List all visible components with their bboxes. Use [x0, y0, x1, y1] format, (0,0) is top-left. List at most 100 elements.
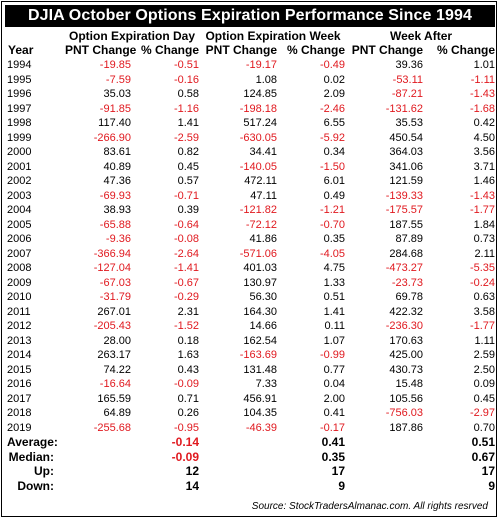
- cell-after-pnt: 121.59: [389, 175, 424, 187]
- summary-blank: [346, 464, 424, 479]
- cell-week-pnt: 164.30: [243, 305, 278, 318]
- cell-week-pct: 0.11: [324, 320, 346, 332]
- cell-after-pct: 2.59: [473, 349, 496, 361]
- cell-week-pnt: 1.08: [255, 73, 278, 86]
- cell-week-pnt: 131.48: [243, 363, 278, 376]
- group-header-expiration-week: Option Expiration Week: [205, 29, 341, 43]
- table-row: 2002 47.36 0.57 472.11 6.01 121.59 1.46: [6, 174, 496, 189]
- cell-after-pnt: 39.36: [395, 59, 424, 71]
- cell-year: 2018: [7, 407, 32, 419]
- cell-after-pct: -5.35: [469, 262, 496, 274]
- cell-day-pct: 0.45: [177, 160, 200, 173]
- cell-day-pct: -1.52: [173, 320, 200, 332]
- cell-week-pct: 4.75: [323, 262, 346, 274]
- table-title: DJIA October Options Expiration Performa…: [5, 5, 495, 27]
- cell-day-pnt: 267.01: [97, 305, 131, 318]
- cell-day-pnt: 38.93: [103, 204, 131, 216]
- cell-day-pct: -1.16: [173, 102, 200, 115]
- summary-label: Up:: [34, 464, 54, 478]
- cell-after-pnt: 450.54: [389, 131, 424, 144]
- cell-week-pnt: -19.17: [245, 59, 278, 71]
- cell-week-pnt: -46.39: [245, 421, 278, 434]
- cell-day-pnt: 74.22: [103, 363, 131, 376]
- cell-after-pnt: 425.00: [389, 349, 424, 361]
- column-header-year: Year: [8, 43, 34, 57]
- cell-day-pct: -0.08: [173, 233, 200, 245]
- cell-day-pct: -0.09: [173, 378, 200, 390]
- table-row: 2001 40.89 0.45 -140.05 -1.50 341.06 3.71: [6, 160, 496, 175]
- cell-year: 2005: [7, 218, 32, 231]
- cell-after-pct: -1.43: [469, 189, 496, 202]
- cell-year: 2003: [7, 189, 32, 202]
- cell-after-pct: 2.11: [474, 247, 496, 260]
- cell-day-pnt: -366.94: [93, 247, 131, 260]
- table-row: 1997 -91.85 -1.16 -198.18 -2.46 -131.62 -1.68: [6, 102, 496, 117]
- cell-after-pct: 0.42: [473, 117, 496, 129]
- cell-day-pnt: -255.68: [93, 421, 131, 434]
- cell-year: 2017: [7, 392, 32, 405]
- summary-blank: [346, 450, 424, 465]
- table-row: 2010 -31.79 -0.29 56.30 0.51 69.78 0.63: [6, 290, 496, 305]
- cell-year: 2011: [7, 305, 31, 318]
- table-row: 2015 74.22 0.43 131.48 0.77 430.73 2.50: [6, 363, 496, 378]
- cell-week-pnt: -571.06: [239, 247, 278, 260]
- cell-year: 1995: [7, 73, 32, 86]
- cell-day-pct: 0.82: [177, 146, 200, 158]
- table-row: 2006 -9.36 -0.08 41.86 0.35 87.89 0.73: [6, 232, 496, 247]
- cell-after-pct: 0.63: [473, 291, 496, 303]
- cell-day-pnt: 263.17: [97, 349, 131, 361]
- table-row: 2012 -205.43 -1.52 14.66 0.11 -236.30 -1.77: [6, 319, 496, 334]
- summary-value: 9: [488, 478, 496, 493]
- cell-day-pnt: -65.88: [99, 218, 131, 231]
- cell-week-pct: 0.51: [323, 291, 346, 303]
- cell-week-pnt: 56.30: [249, 291, 278, 303]
- table-row: 1998 117.40 1.41 517.24 6.55 35.53 0.42: [6, 116, 496, 131]
- cell-week-pct: 0.35: [323, 233, 346, 245]
- table-row: 2013 28.00 0.18 162.54 1.07 170.63 1.11: [6, 334, 496, 349]
- cell-day-pct: -0.51: [173, 59, 200, 71]
- cell-after-pnt: 364.03: [389, 146, 424, 158]
- cell-week-pnt: 14.66: [249, 320, 278, 332]
- cell-week-pnt: 7.33: [255, 378, 278, 390]
- cell-week-pnt: 104.35: [243, 407, 278, 419]
- cell-year: 1994: [7, 59, 32, 71]
- cell-after-pnt: -87.21: [391, 88, 424, 100]
- group-header-expiration-day: Option Expiration Day: [69, 29, 196, 43]
- cell-day-pnt: 83.61: [103, 146, 131, 158]
- cell-week-pct: -0.49: [319, 59, 346, 71]
- cell-week-pnt: -198.18: [239, 102, 278, 115]
- summary-value: 0.67: [471, 449, 496, 464]
- summary-body: Average: -0.14 0.41 0.51 Median: -0.09 0.35 0.6…: [6, 435, 496, 493]
- cell-year: 2019: [7, 421, 32, 434]
- summary-row: Up: 12 17 17: [6, 464, 496, 479]
- cell-after-pct: 2.50: [473, 363, 496, 376]
- cell-day-pnt: -127.04: [93, 262, 131, 274]
- table-row: 2007 -366.94 -2.64 -571.06 -4.05 284.68 2.11: [6, 247, 496, 262]
- cell-day-pnt: 165.59: [97, 392, 131, 405]
- cell-day-pct: 0.71: [177, 392, 200, 405]
- table-row: 1994 -19.85 -0.51 -19.17 -0.49 39.36 1.01: [6, 58, 496, 73]
- summary-value: 17: [481, 464, 496, 478]
- cell-year: 1996: [7, 88, 32, 100]
- cell-after-pct: -1.43: [469, 88, 496, 100]
- cell-week-pnt: -140.05: [239, 160, 278, 173]
- table-row: 2018 64.89 0.26 104.35 0.41 -756.03 -2.97: [6, 406, 496, 421]
- summary-blank: [200, 479, 278, 494]
- summary-row: Median: -0.09 0.35 0.67: [6, 450, 496, 465]
- cell-after-pct: 3.56: [473, 146, 496, 158]
- summary-blank: [200, 450, 278, 465]
- cell-after-pct: -1.11: [470, 73, 496, 86]
- cell-day-pct: -2.59: [173, 131, 200, 144]
- cell-after-pnt: -756.03: [385, 407, 424, 419]
- cell-week-pct: 1.33: [323, 276, 346, 289]
- cell-after-pnt: 284.68: [389, 247, 424, 260]
- cell-after-pnt: -23.73: [391, 276, 424, 289]
- summary-blank: [346, 435, 424, 450]
- column-header-week-pct: % Change: [287, 43, 346, 57]
- cell-after-pct: 0.45: [473, 392, 496, 405]
- cell-after-pnt: -473.27: [385, 262, 424, 274]
- cell-day-pnt: 40.89: [103, 160, 131, 173]
- cell-after-pct: 4.50: [473, 131, 496, 144]
- table-row: 2005 -65.88 -0.64 -72.12 -0.70 187.55 1.84: [6, 218, 496, 233]
- cell-week-pnt: 517.24: [243, 117, 278, 129]
